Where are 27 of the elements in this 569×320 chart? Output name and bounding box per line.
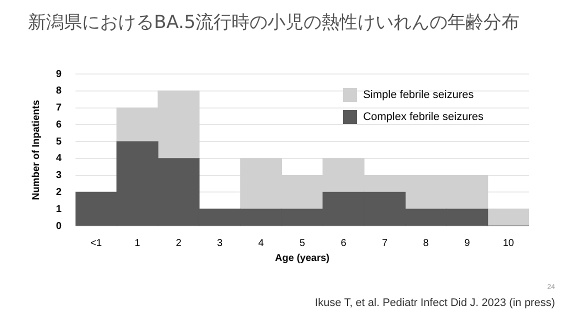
y-tick-label: 1	[56, 204, 62, 215]
x-tick-label: 3	[217, 238, 224, 249]
y-tick-label: 2	[56, 186, 62, 198]
chart-title: 新潟県におけるBA.5流行時の小児の熱性けいれんの年齢分布	[28, 11, 520, 34]
y-tick-label: 8	[56, 86, 62, 97]
x-tick-label: 8	[423, 238, 430, 249]
y-tick-label: 5	[56, 136, 62, 148]
x-tick-label: 2	[176, 238, 182, 249]
y-tick-label: 3	[56, 170, 62, 182]
x-tick-label: 7	[382, 238, 388, 249]
y-axis-title: Number of Inpatients	[30, 100, 42, 200]
x-tick-label: 10	[502, 238, 514, 249]
x-tick-label: 5	[300, 238, 306, 249]
legend-label: Simple febrile seizures	[363, 89, 474, 101]
x-tick-label: <1	[90, 238, 102, 249]
text: Ikuse T, et al. Pediatr Infect Did J. 2023 (in press)	[314, 297, 555, 309]
y-tick-label: 0	[56, 220, 62, 232]
x-tick-label: 9	[464, 238, 470, 249]
legend-label: Complex febrile seizures	[363, 111, 484, 123]
y-tick-label: 4	[56, 153, 62, 164]
x-tick-label: 6	[340, 238, 347, 249]
y-tick-label: 9	[56, 68, 62, 80]
x-axis-title: Age (years)	[275, 252, 330, 264]
y-tick-label: 6	[56, 119, 62, 130]
x-tick-label: 1	[134, 238, 141, 249]
x-tick-label: 4	[258, 238, 264, 249]
y-tick-label: 7	[56, 102, 62, 114]
